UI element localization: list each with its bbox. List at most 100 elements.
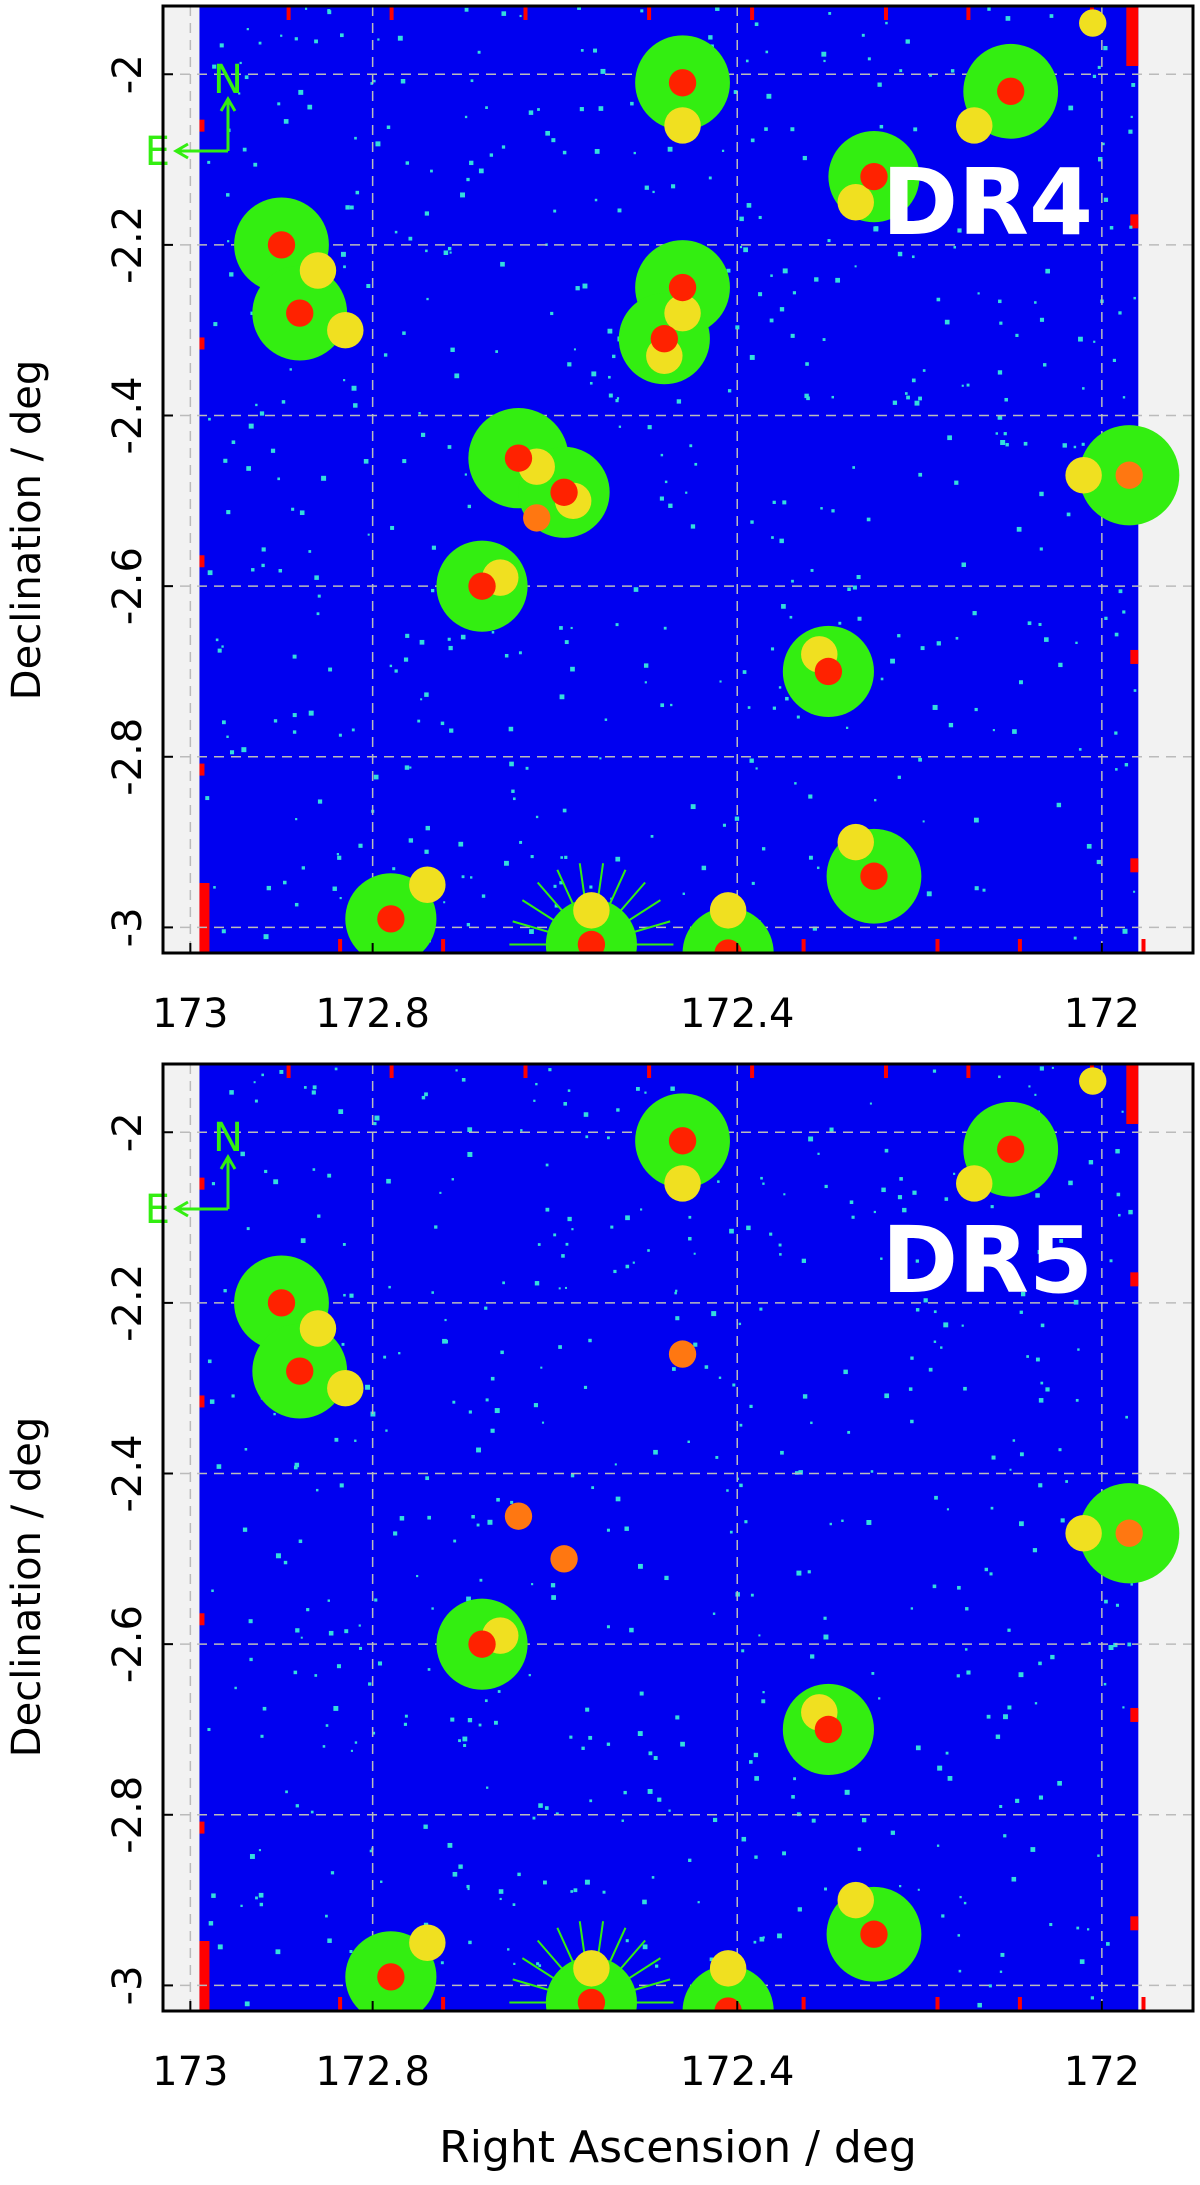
noise-speckle (327, 1938, 332, 1943)
noise-speckle (732, 1383, 736, 1387)
noise-speckle (1078, 336, 1083, 342)
edge-red-tick (199, 1613, 205, 1626)
compass-east-label: E (145, 129, 170, 175)
edge-red-tick (1130, 1272, 1139, 1287)
noise-speckle (383, 1355, 387, 1359)
noise-speckle (637, 1731, 643, 1737)
noise-speckle (1049, 1922, 1053, 1927)
noise-speckle (1012, 1439, 1016, 1442)
noise-speckle (758, 1634, 761, 1637)
noise-speckle (499, 1897, 502, 1901)
noise-speckle (519, 14, 522, 18)
noise-speckle (759, 1936, 765, 1942)
noise-speckle (797, 1907, 802, 1912)
noise-speckle (866, 517, 871, 522)
noise-speckle (339, 896, 342, 900)
noise-speckle (1018, 680, 1023, 685)
x-tick-label: 173 (152, 2049, 228, 2095)
noise-speckle (761, 847, 766, 851)
noise-speckle (325, 1914, 328, 1918)
x-tick-label: 172.8 (315, 2049, 430, 2095)
isolated-star-core (504, 1502, 533, 1530)
noise-speckle (373, 774, 379, 780)
noise-speckle (1129, 225, 1133, 229)
noise-speckle (675, 1715, 680, 1720)
bright-star-core (267, 1289, 296, 1317)
noise-speckle (553, 209, 557, 213)
noise-speckle (417, 719, 421, 723)
noise-speckle (987, 7, 991, 11)
noise-speckle (340, 251, 346, 257)
noise-speckle (810, 568, 814, 572)
edge-red-tick (1141, 939, 1146, 953)
noise-speckle (355, 190, 360, 195)
noise-speckle (880, 677, 884, 681)
noise-speckle (207, 160, 211, 164)
noise-speckle (227, 240, 230, 243)
noise-speckle (729, 1228, 734, 1234)
noise-speckle (279, 1069, 284, 1074)
noise-speckle (295, 1628, 300, 1633)
noise-speckle (519, 840, 523, 844)
noise-speckle (294, 1462, 300, 1468)
bright-star-core (860, 862, 888, 890)
noise-speckle (300, 1238, 306, 1244)
noise-speckle (275, 1949, 281, 1955)
noise-speckle (1003, 1834, 1007, 1838)
noise-speckle (479, 1578, 483, 1582)
noise-speckle (915, 1259, 919, 1263)
noise-speckle (496, 1497, 500, 1502)
noise-speckle (657, 1797, 662, 1802)
noise-speckle (327, 1599, 330, 1602)
noise-speckle (753, 1940, 757, 1944)
noise-speckle (1118, 1213, 1121, 1217)
noise-speckle (651, 1876, 655, 1879)
noise-speckle (440, 1961, 444, 1965)
noise-speckle (467, 1887, 470, 1891)
noise-speckle (997, 415, 1003, 420)
noise-speckle (467, 1717, 473, 1723)
isolated-star-core (550, 1545, 578, 1573)
noise-speckle (701, 865, 707, 871)
panel-dr5: NE DR5 173 172.8 172.4 172 -2 -2.2 -2.4 -2.6 -2.8 -… (105, 1062, 1195, 2095)
noise-speckle (570, 666, 575, 672)
noise-speckle (1040, 1323, 1045, 1328)
noise-speckle (427, 1515, 432, 1520)
noise-speckle (998, 1075, 1001, 1079)
noise-speckle (821, 51, 827, 57)
noise-speckle (974, 707, 978, 712)
noise-speckle (879, 124, 884, 129)
noise-speckle (811, 1818, 816, 1823)
noise-speckle (317, 1214, 321, 1218)
noise-speckle (958, 1969, 962, 1973)
noise-speckle (771, 536, 774, 539)
noise-speckle (579, 107, 584, 112)
noise-speckle (633, 151, 636, 155)
noise-speckle (899, 1177, 903, 1181)
noise-speckle (1125, 1415, 1128, 1419)
noise-speckle (255, 403, 258, 407)
noise-speckle (439, 1191, 442, 1194)
compass-east-label: E (145, 1187, 170, 1233)
noise-speckle (476, 1523, 480, 1527)
noise-speckle (537, 1243, 541, 1246)
noise-speckle (759, 1307, 763, 1311)
noise-speckle (1054, 210, 1060, 216)
noise-speckle (746, 1225, 751, 1231)
noise-speckle (632, 1261, 635, 1264)
noise-speckle (1044, 637, 1049, 642)
noise-speckle (613, 1269, 617, 1274)
noise-speckle (1127, 1642, 1132, 1647)
noise-speckle (914, 400, 920, 406)
noise-speckle (588, 1338, 592, 1343)
noise-speckle (213, 886, 216, 889)
noise-speckle (1035, 1357, 1040, 1362)
noise-speckle (790, 333, 795, 338)
noise-speckle (1086, 1928, 1090, 1931)
noise-speckle (905, 39, 910, 44)
noise-speckle (802, 1394, 808, 1399)
noise-speckle (421, 432, 426, 437)
noise-speckle (977, 2002, 982, 2008)
noise-speckle (1133, 689, 1137, 692)
noise-speckle (369, 1849, 373, 1853)
